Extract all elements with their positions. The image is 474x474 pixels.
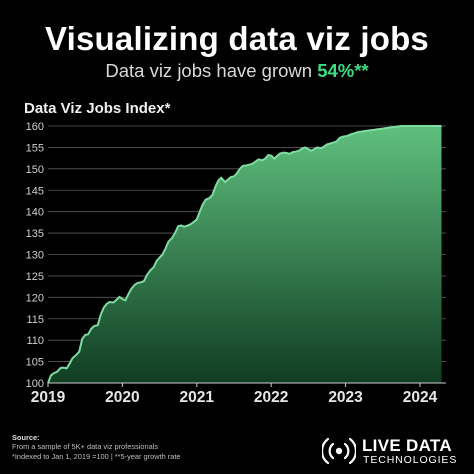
y-tick-label: 160 bbox=[26, 121, 44, 133]
y-tick-label: 135 bbox=[26, 228, 44, 240]
y-tick-label: 130 bbox=[26, 250, 44, 262]
source-line-footnote: *Indexed to Jan 1, 2019 =100 | **5-year … bbox=[12, 451, 181, 461]
y-tick-label: 115 bbox=[26, 314, 44, 326]
x-axis-ticks: 2019 2020 2021 2022 2023 2024 bbox=[31, 382, 446, 406]
y-tick-label: 110 bbox=[26, 335, 44, 347]
y-tick-label: 145 bbox=[26, 185, 44, 197]
source-heading: Source: bbox=[12, 433, 40, 442]
subtitle-text: Data viz jobs have grown bbox=[105, 60, 318, 81]
y-tick-label: 150 bbox=[26, 164, 44, 176]
x-tick-label: 2019 bbox=[31, 389, 66, 406]
y-tick-label: 105 bbox=[26, 357, 44, 369]
growth-highlight: 54%** bbox=[317, 60, 369, 81]
y-axis-label: Data Viz Jobs Index* bbox=[24, 100, 171, 117]
x-tick-label: 2023 bbox=[328, 389, 363, 406]
source-note: Source: From a sample of 5K+ data viz pr… bbox=[12, 433, 181, 461]
area-fill bbox=[48, 126, 442, 383]
y-tick-label: 120 bbox=[26, 292, 44, 304]
logo-text-primary: LIVE DATA bbox=[362, 436, 452, 455]
series-line bbox=[47, 125, 442, 384]
y-tick-label: 155 bbox=[26, 142, 44, 154]
x-tick-label: 2024 bbox=[403, 389, 438, 406]
x-tick-label: 2021 bbox=[180, 389, 215, 406]
x-tick-label: 2020 bbox=[105, 389, 139, 406]
source-line-sample: From a sample of 5K+ data viz profession… bbox=[12, 442, 159, 452]
y-tick-label: 125 bbox=[26, 271, 44, 283]
chart-subtitle: Data viz jobs have grown 54%** bbox=[0, 60, 474, 82]
broadcast-icon bbox=[322, 437, 356, 465]
x-tick-label: 2022 bbox=[254, 389, 288, 406]
y-tick-label: 100 bbox=[26, 378, 44, 390]
y-axis-ticks: 100 105 110 115 120 125 130 135 140 145 150 155 160 bbox=[26, 121, 44, 390]
y-tick-label: 140 bbox=[26, 207, 44, 219]
chart-title: Visualizing data viz jobs bbox=[45, 20, 429, 57]
logo-text-secondary: TECHNOLOGIES bbox=[363, 454, 458, 466]
company-logo: LIVE DATA TECHNOLOGIES bbox=[322, 434, 472, 468]
